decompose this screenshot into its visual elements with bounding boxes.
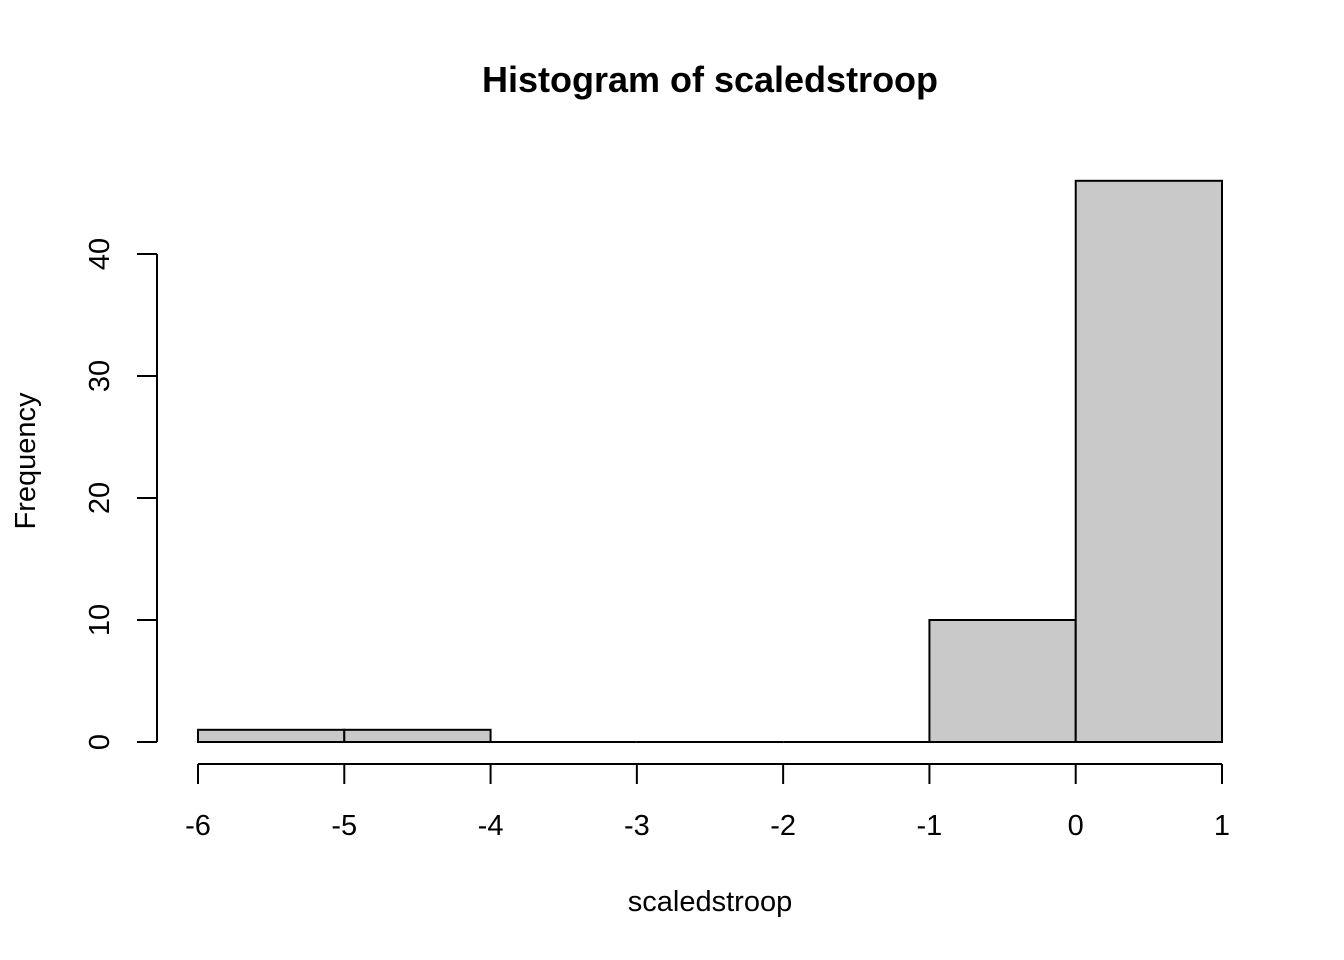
x-tick-label: -1 xyxy=(917,810,943,842)
x-axis-label: scaledstroop xyxy=(628,886,792,918)
x-tick-label: -2 xyxy=(770,810,796,842)
bars-group xyxy=(197,179,1223,744)
y-axis-label: Frequency xyxy=(10,392,42,530)
y-tick-label: 30 xyxy=(84,360,116,392)
x-tick-label: -5 xyxy=(331,810,357,842)
chart-title: Histogram of scaledstroop xyxy=(482,59,938,100)
x-tick-label: -6 xyxy=(185,810,211,842)
x-axis: -6 -5 -4 -3 -2 -1 0 1 xyxy=(185,763,1230,842)
histogram-bar xyxy=(1074,179,1223,744)
y-tick-label: 40 xyxy=(84,238,116,270)
y-tick-label: 10 xyxy=(84,604,116,636)
y-axis: 0 10 20 30 40 xyxy=(84,238,158,750)
histogram-bar xyxy=(197,728,346,743)
x-tick-label: -3 xyxy=(624,810,650,842)
x-tick-label: 0 xyxy=(1068,810,1084,842)
histogram-bar xyxy=(928,619,1077,743)
y-tick-label: 0 xyxy=(84,734,116,750)
histogram-bar xyxy=(343,728,492,743)
x-tick-label: -4 xyxy=(478,810,504,842)
x-tick-label: 1 xyxy=(1214,810,1230,842)
y-tick-label: 20 xyxy=(84,482,116,514)
